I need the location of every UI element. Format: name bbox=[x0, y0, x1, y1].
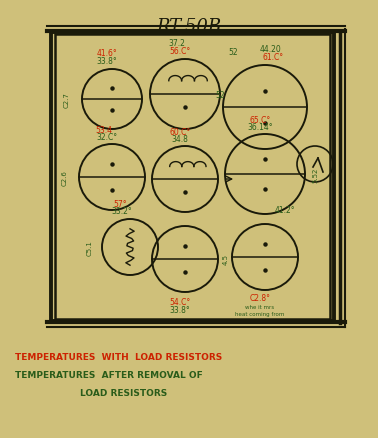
Text: C2.7: C2.7 bbox=[64, 92, 70, 108]
Text: C2.8°: C2.8° bbox=[249, 293, 271, 302]
Text: 37.2: 37.2 bbox=[169, 39, 186, 48]
Text: whe it mrs: whe it mrs bbox=[245, 304, 274, 309]
Text: 60.C°: 60.C° bbox=[169, 128, 191, 137]
Text: 57°: 57° bbox=[113, 200, 127, 208]
Text: RT-50B: RT-50B bbox=[156, 18, 222, 36]
Text: 5.52: 5.52 bbox=[312, 167, 318, 182]
Text: 44.20: 44.20 bbox=[259, 45, 281, 54]
Bar bbox=[55, 35, 330, 319]
Bar bbox=[51, 33, 334, 321]
Text: 36.14°: 36.14° bbox=[247, 123, 273, 132]
Text: 33.8°: 33.8° bbox=[170, 305, 191, 314]
Text: 54.C°: 54.C° bbox=[169, 297, 191, 306]
Text: heat coming from: heat coming from bbox=[235, 311, 285, 316]
Text: 52: 52 bbox=[215, 91, 225, 100]
Text: 41.2°: 41.2° bbox=[275, 205, 296, 215]
Text: TEMPERATURES  AFTER REMOVAL OF: TEMPERATURES AFTER REMOVAL OF bbox=[15, 370, 203, 379]
Text: 34.8: 34.8 bbox=[172, 135, 189, 144]
Text: 61.C°: 61.C° bbox=[262, 53, 284, 62]
Text: C5.1: C5.1 bbox=[87, 240, 93, 255]
Text: 33.8°: 33.8° bbox=[97, 57, 118, 66]
Text: TEMPERATURES  WITH  LOAD RESISTORS: TEMPERATURES WITH LOAD RESISTORS bbox=[15, 352, 222, 361]
Text: 32.C°: 32.C° bbox=[96, 133, 118, 141]
Text: 65.C°: 65.C° bbox=[249, 116, 271, 125]
Text: LOAD RESISTORS: LOAD RESISTORS bbox=[80, 388, 167, 397]
Text: 4.5: 4.5 bbox=[223, 254, 229, 265]
Text: 41.6°: 41.6° bbox=[97, 49, 118, 58]
Text: 52: 52 bbox=[228, 48, 238, 57]
Text: 53.4: 53.4 bbox=[96, 126, 113, 135]
Text: C2.6: C2.6 bbox=[62, 170, 68, 186]
Text: 56.C°: 56.C° bbox=[169, 47, 191, 56]
Text: 33.2°: 33.2° bbox=[112, 207, 132, 215]
